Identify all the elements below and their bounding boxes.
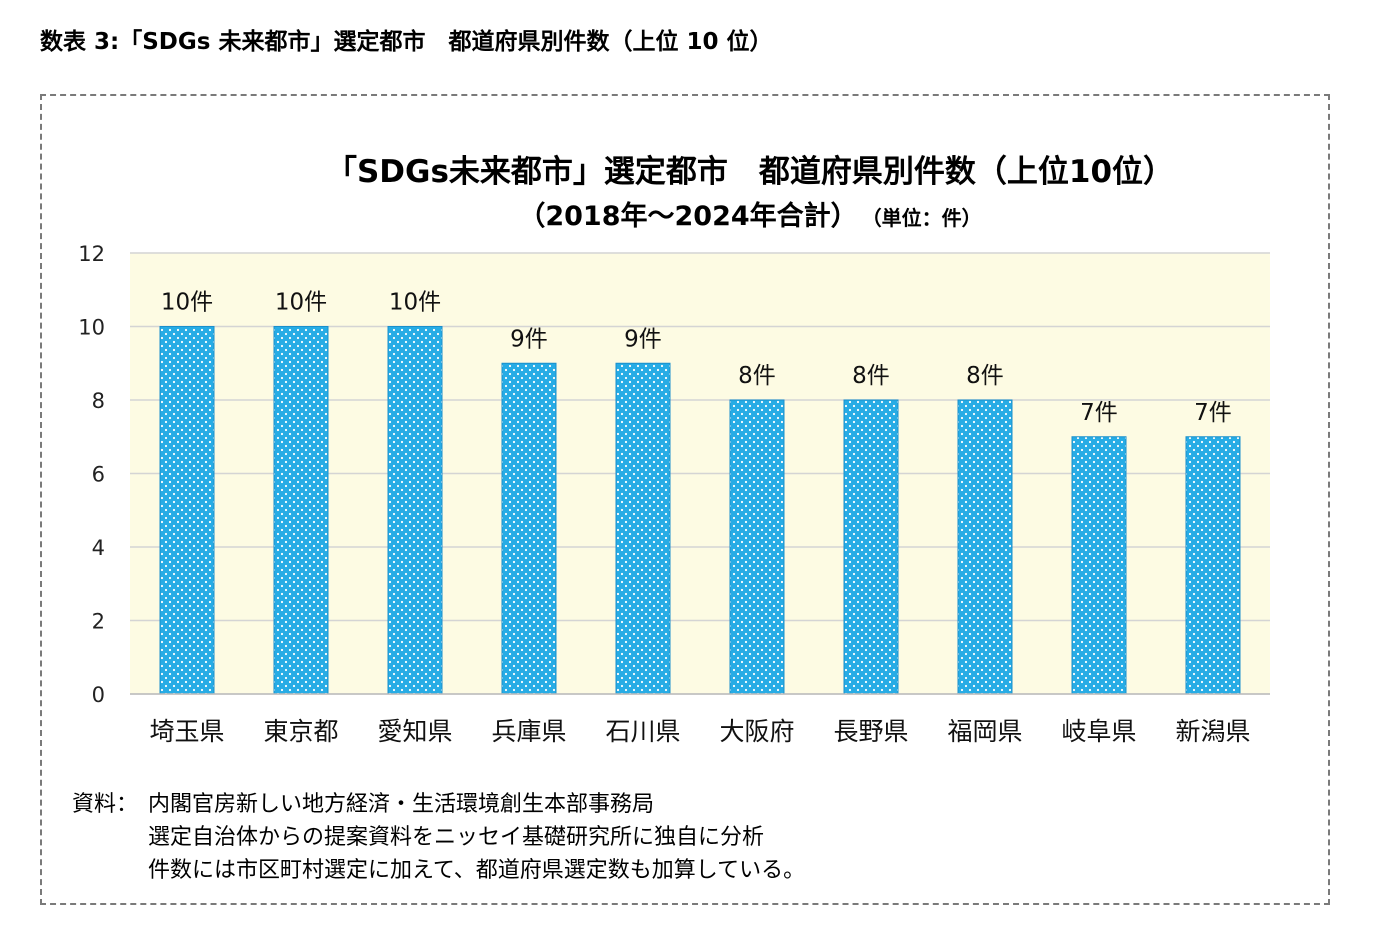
- bar: [1071, 436, 1127, 695]
- x-tick-label: 埼玉県: [149, 717, 224, 746]
- x-tick-label: 石川県: [605, 717, 680, 746]
- bar: [843, 399, 899, 695]
- bar: [615, 362, 671, 695]
- bar: [729, 399, 785, 695]
- y-tick-label: 12: [78, 242, 105, 266]
- x-tick-label: 兵庫県: [491, 717, 566, 746]
- bar: [501, 362, 557, 695]
- data-label: 10件: [161, 290, 213, 316]
- x-tick-label: 岐阜県: [1061, 717, 1136, 746]
- x-tick-label: 愛知県: [377, 717, 452, 746]
- y-tick-label: 0: [92, 683, 105, 707]
- chart-title: 「SDGs未来都市」選定都市 都道府県別件数（上位10位）: [325, 154, 1175, 190]
- bar: [273, 326, 329, 695]
- y-tick-label: 8: [92, 389, 105, 413]
- x-tick-label: 東京都: [263, 717, 338, 746]
- x-tick-label: 新潟県: [1175, 717, 1250, 746]
- y-tick-label: 10: [78, 316, 105, 340]
- x-tick-label: 長野県: [833, 717, 908, 746]
- x-tick-label: 福岡県: [947, 717, 1022, 746]
- data-label: 8件: [966, 363, 1004, 389]
- data-label: 8件: [738, 363, 776, 389]
- bar: [1185, 436, 1241, 695]
- data-label: 9件: [510, 326, 548, 352]
- x-tick-label: 大阪府: [719, 717, 794, 746]
- y-tick-label: 6: [92, 463, 105, 487]
- notes-label: 資料：: [72, 792, 139, 817]
- data-label: 10件: [275, 290, 327, 316]
- note-line-3: 件数には市区町村選定に加えて、都道府県選定数も加算している。: [148, 858, 806, 883]
- data-label: 7件: [1080, 400, 1118, 426]
- data-label: 9件: [624, 326, 662, 352]
- chart-subtitle: （2018年～2024年合計） （単位：件）: [210, 194, 1290, 233]
- bar: [387, 326, 443, 695]
- figure-caption: 数表 3:「SDGs 未来都市」選定都市 都道府県別件数（上位 10 位）: [40, 29, 773, 55]
- bar: [159, 326, 215, 695]
- note-line-1: 内閣官房新しい地方経済・生活環境創生本部事務局: [148, 792, 655, 817]
- source-notes: 資料： 内閣官房新しい地方経済・生活環境創生本部事務局 選定自治体からの提案資料…: [72, 788, 805, 887]
- data-label: 7件: [1194, 400, 1232, 426]
- chart-period: （2018年～2024年合計）: [518, 201, 858, 232]
- y-tick-label: 2: [92, 610, 105, 634]
- chart-frame: [40, 94, 1330, 905]
- y-tick-label: 4: [92, 536, 105, 560]
- note-line-2: 選定自治体からの提案資料をニッセイ基礎研究所に独自に分析: [148, 825, 765, 850]
- bar: [957, 399, 1013, 695]
- data-label: 8件: [852, 363, 890, 389]
- data-label: 10件: [389, 290, 441, 316]
- unit-label: （単位：件）: [871, 206, 982, 230]
